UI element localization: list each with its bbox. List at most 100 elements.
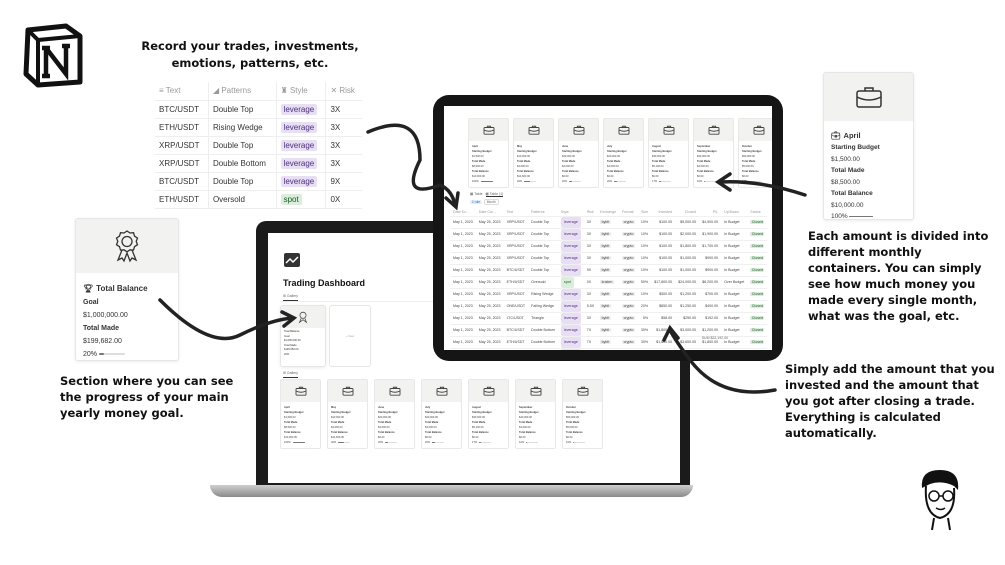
balance-label: Total Balance — [472, 170, 489, 173]
tag-pill: bybit — [600, 244, 611, 249]
total-balance-mini-card[interactable]: Total Balance Goal $1,000,000.00 Total M… — [280, 305, 326, 367]
col-header[interactable]: Style — [557, 209, 584, 217]
col-header[interactable]: Patterns — [528, 209, 558, 217]
trade-log-row[interactable]: May 1, 2023 May 25, 2023 XRP/USDT Rising We… — [450, 288, 768, 301]
cell: crypto — [619, 288, 638, 301]
trade-row[interactable]: XRP/USDT Double Top leverage 3X — [155, 136, 362, 155]
trade-log-row[interactable]: May 1, 2023 May 25, 2023 BTC/USDT Double Bo… — [450, 324, 768, 337]
cell: 0X — [583, 276, 598, 289]
col-header[interactable]: Format — [619, 209, 638, 217]
month-card[interactable]: August Starting Budget $30,000.00 Total Mad… — [648, 118, 689, 188]
trade-log-row[interactable]: May 1, 2023 May 25, 2023 LTC/USDT Triangle l… — [450, 312, 768, 325]
trade-log-row[interactable]: May 1, 2023 May 25, 2023 XRP/USDT Double To… — [450, 216, 768, 229]
month-card[interactable]: October Starting Budget $50,000.00 Total Ma… — [562, 379, 603, 449]
tab-gallery-2[interactable]: ⊞ Gallery — [283, 371, 298, 378]
progress-bar — [98, 353, 125, 356]
month-name: May — [331, 406, 337, 409]
cell: crypto — [619, 324, 638, 337]
made-value: $4,000.00 — [607, 165, 619, 168]
total-balance-card[interactable]: 🏆︎ Total Balance Goal $1,000,000.00 Total… — [75, 218, 179, 361]
cell: leverage — [557, 300, 584, 313]
progress-bar — [338, 441, 351, 443]
trade-row[interactable]: BTC/USDT Double Top leverage 3X — [155, 100, 362, 119]
cell: crypto — [619, 228, 638, 241]
month-card[interactable]: May Starting Budget $10,000.00 Total Made $4… — [513, 118, 554, 188]
col-header[interactable]: Date Ex... — [450, 209, 476, 217]
cell: May 1, 2023 — [450, 264, 476, 277]
col-header[interactable]: Exchange — [597, 209, 620, 217]
progress-row: 100% — [472, 180, 505, 183]
made-value: $199,682.00 — [284, 348, 299, 351]
month-card[interactable]: April Starting Budget $1,500.00 Total Made $… — [468, 118, 509, 188]
trade-row[interactable]: ETH/USDT Oversold spot 0X — [155, 190, 362, 209]
progress-row: 100% — [284, 441, 317, 444]
tag-pill: bybit — [600, 268, 611, 273]
trade-log-row[interactable]: May 1, 2023 May 25, 2023 BTC/USDT Double To… — [450, 264, 768, 277]
col-header[interactable]: Closed — [675, 209, 700, 217]
trade-log-row[interactable]: May 1, 2023 May 25, 2023 XRP/USDT Double To… — [450, 228, 768, 241]
col-header[interactable]: Up/Down — [721, 209, 748, 217]
month-card[interactable]: June Starting Budget $20,000.00 Total Made $… — [558, 118, 599, 188]
cell: Double Top — [528, 252, 558, 265]
progress-row: 100% — [831, 213, 906, 219]
month-card[interactable]: April Starting Budget $1,500.00 Total Made $… — [280, 379, 321, 449]
made-label: Total Made — [831, 167, 865, 174]
tab-table[interactable]: ▦ Table — [470, 192, 483, 196]
col-header[interactable]: Invested — [651, 209, 676, 217]
col-header[interactable]: Status — [747, 209, 768, 217]
col-header[interactable]: Risk — [583, 209, 598, 217]
cell: May 25, 2023 — [475, 348, 504, 350]
month-card[interactable]: July Starting Budget $20,000.00 Total Made $… — [421, 379, 462, 449]
col-header[interactable]: P/L — [699, 209, 722, 217]
month-card[interactable]: September Starting Budget $40,000.00 Total … — [693, 118, 734, 188]
cell: Closed — [747, 216, 768, 229]
april-card[interactable]: 💼︎ April Starting Budget $1,500.00 Total … — [823, 72, 914, 220]
trade-log-row[interactable]: May 1, 2023 May 25, 2023 ETH/USDT Double Bo… — [450, 336, 768, 349]
made-value: $199,682.00 — [83, 338, 122, 345]
tab-table-1[interactable]: ▦ Table (1) — [485, 192, 504, 197]
filter-month[interactable]: Month — [483, 199, 499, 205]
new-card-button[interactable]: + New — [329, 305, 371, 367]
cell: $192.00 — [699, 312, 722, 325]
progress-label: 46% — [331, 441, 337, 444]
budget-value: $30,000.00 — [652, 155, 665, 158]
cell: $1,200.00 — [675, 288, 700, 301]
trade-log-row[interactable]: May 1, 2023 May 25, 2023 XRP/USDT Double To… — [450, 240, 768, 253]
month-card[interactable]: July Starting Budget $20,000.00 Total Made $… — [603, 118, 644, 188]
trade-row[interactable]: ETH/USDT Rising Wedge leverage 3X — [155, 118, 362, 137]
month-card[interactable]: June Starting Budget $20,000.00 Total Made $… — [374, 379, 415, 449]
trade-log-row[interactable]: May 1, 2023 May 25, 2023 ONE/USDT Falling W… — [450, 300, 768, 313]
progress-row: 20% — [562, 180, 595, 183]
balance-label: Total Balance — [652, 170, 669, 173]
progress-label: 10% — [697, 180, 703, 183]
month-card[interactable]: September Starting Budget $40,000.00 Total … — [515, 379, 556, 449]
balance-value: $0.00 — [425, 436, 432, 439]
trade-row[interactable]: XRP/USDT Double Bottom leverage 3X — [155, 154, 362, 173]
tab-gallery[interactable]: ⊞ Gallery — [283, 294, 298, 301]
made-label: Total Made — [425, 421, 439, 424]
trade-row[interactable]: BTC/USDT Double Top leverage 9X — [155, 172, 362, 191]
col-header[interactable]: Text — [503, 209, 529, 217]
month-card[interactable]: October Starting Budget $50,000.00 Total Ma… — [738, 118, 772, 188]
cell: $650.00 — [651, 348, 676, 350]
trade-log-row[interactable]: May 1, 2023 May 25, 2023 ETH/USDT Oversold s… — [450, 276, 768, 289]
trade-log-row[interactable]: May 1, 2023 May 25, 2023 XRP/USDT Double To… — [450, 252, 768, 265]
col-header[interactable]: Date Clo... — [475, 209, 504, 217]
cell: 10% — [637, 264, 652, 277]
cell: meta4 — [597, 348, 620, 350]
chart-icon — [284, 253, 300, 267]
cell: Double Top — [528, 240, 558, 253]
month-card[interactable]: August Starting Budget $30,000.00 Total Mad… — [468, 379, 509, 449]
month-card[interactable]: May Starting Budget $10,000.00 Total Made $4… — [327, 379, 368, 449]
status-badge: Closed — [750, 292, 765, 297]
filter-rule[interactable]: 1 rule — [470, 200, 482, 204]
cell: In Budget — [721, 312, 748, 325]
style-tag: leverage — [560, 216, 581, 228]
col-header[interactable]: Size — [637, 209, 652, 217]
cell: leverage — [557, 252, 584, 265]
briefcase-icon — [422, 380, 461, 402]
budget-label: Starting Budget — [652, 150, 672, 153]
briefcase-icon — [328, 380, 367, 402]
month-name: October — [566, 406, 576, 409]
